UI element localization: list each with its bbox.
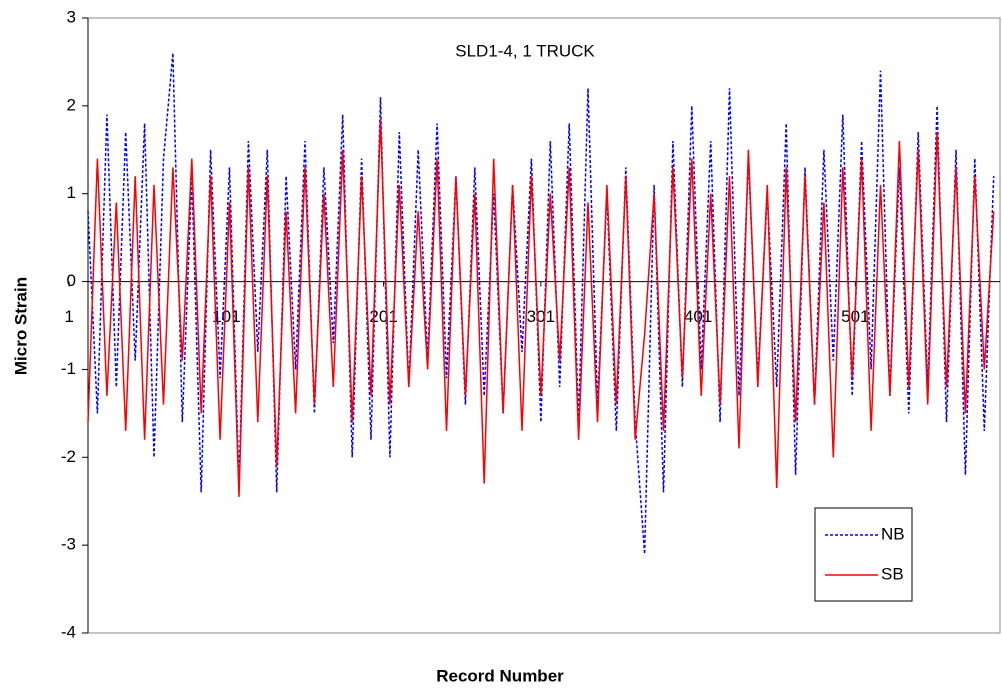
series-line [87,118,995,497]
legend-label: NB [881,524,905,543]
y-tick-label: 2 [67,95,76,114]
y-tick-label: 3 [67,7,76,26]
x-tick-label: 301 [527,307,555,326]
x-tick-label: 1 [64,307,73,326]
y-tick-label: -2 [61,447,76,466]
series-line [87,53,995,554]
legend-label: SB [881,564,904,583]
y-tick-label: -4 [61,622,76,641]
y-tick-label: -3 [61,535,76,554]
y-tick-label: 1 [67,183,76,202]
x-axis-label: Record Number [436,666,564,685]
y-tick-label: -1 [61,359,76,378]
chart-title: SLD1-4, 1 TRUCK [455,41,595,60]
legend-box [814,507,913,602]
x-tick-label: 201 [369,307,397,326]
y-tick-label: 0 [67,271,76,290]
y-axis-label: Micro Strain [11,277,30,375]
